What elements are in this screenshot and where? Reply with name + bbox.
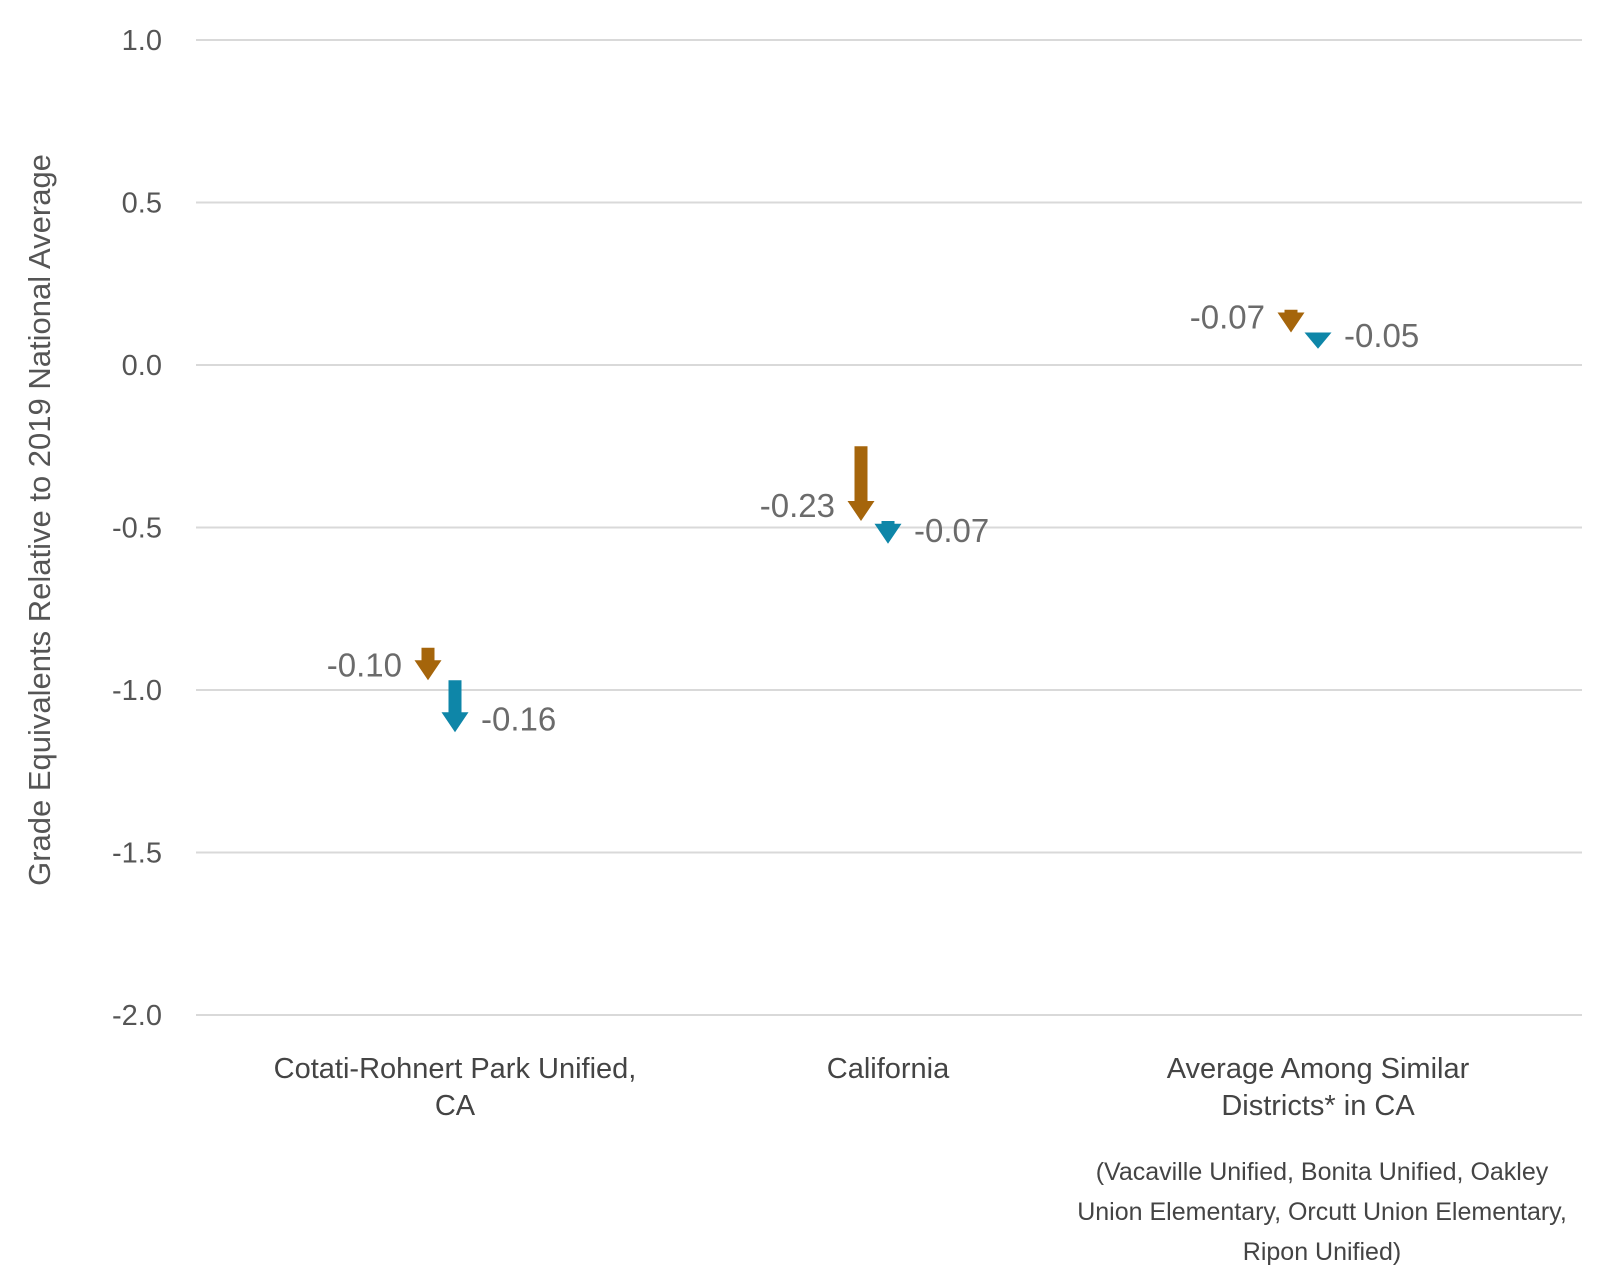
- footnote-line: Union Elementary, Orcutt Union Elementar…: [1077, 1198, 1567, 1226]
- value-label: -0.05: [1344, 317, 1419, 354]
- y-tick-label: 0.5: [122, 188, 162, 220]
- y-tick-label: 0.0: [122, 350, 162, 382]
- y-tick-label: -2.0: [112, 1000, 162, 1032]
- footnote-line: (Vacaville Unified, Bonita Unified, Oakl…: [1096, 1158, 1549, 1186]
- footnote-line: Ripon Unified): [1243, 1238, 1401, 1266]
- gridlines: [196, 39, 1582, 1016]
- value-label: -0.07: [1190, 299, 1265, 336]
- category-label: Average Among Similar: [1167, 1053, 1470, 1085]
- y-tick-label: -1.5: [112, 838, 162, 870]
- y-axis-label: Grade Equivalents Relative to 2019 Natio…: [22, 154, 57, 886]
- category-label: Districts* in CA: [1221, 1090, 1415, 1122]
- footnote: (Vacaville Unified, Bonita Unified, Oakl…: [1077, 1158, 1567, 1266]
- value-label: -0.23: [760, 487, 835, 524]
- arrow-mark: [847, 446, 875, 521]
- arrow-mark: [414, 647, 442, 681]
- category-label: Cotati-Rohnert Park Unified,: [274, 1053, 637, 1085]
- arrow-mark: [1304, 332, 1332, 349]
- x-axis-categories: Cotati-Rohnert Park Unified, CA California…: [274, 1053, 1470, 1122]
- arrow-mark: [441, 680, 469, 733]
- value-label: -0.10: [327, 646, 402, 683]
- y-tick-label: -1.0: [112, 675, 162, 707]
- category-label: CA: [435, 1090, 476, 1122]
- arrow-mark: [1277, 309, 1305, 333]
- y-tick-label: 1.0: [122, 25, 162, 57]
- value-label: -0.07: [914, 512, 989, 549]
- value-label: -0.16: [481, 700, 556, 737]
- arrow-marks: -0.10 -0.23 -0.07 -0.16 -0.07 -0.05: [327, 299, 1419, 738]
- y-axis-ticks: 1.0 0.5 0.0 -0.5 -1.0 -1.5 -2.0: [112, 25, 162, 1032]
- y-tick-label: -0.5: [112, 513, 162, 545]
- category-label: California: [827, 1053, 950, 1085]
- arrow-mark: [874, 521, 902, 544]
